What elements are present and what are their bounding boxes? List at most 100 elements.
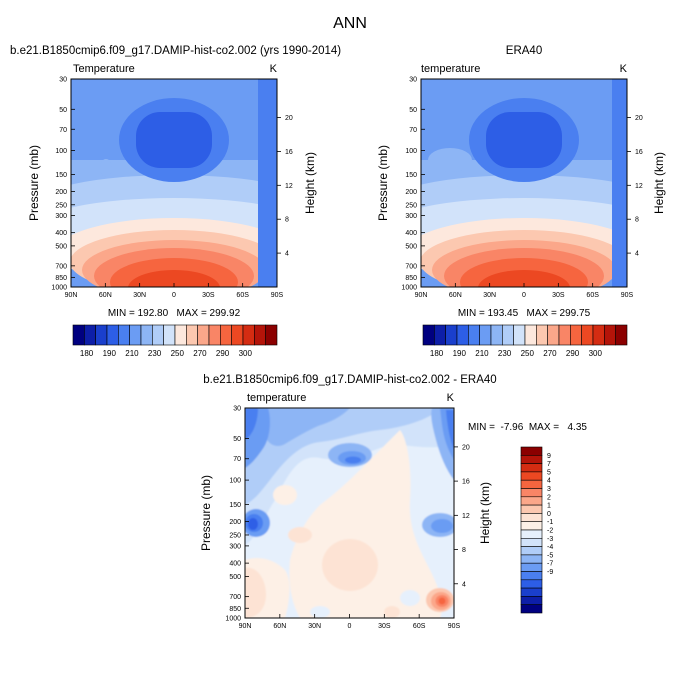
- y2-tick-label: 20: [462, 444, 470, 451]
- colorbar-box: [220, 324, 232, 346]
- y2-tick-label: 8: [462, 547, 466, 554]
- colorbar-box: [468, 324, 480, 346]
- contour-fill-band: [446, 410, 454, 450]
- y-tick-label: 700: [55, 263, 67, 270]
- colorbar-box: [520, 554, 543, 564]
- colorbar-box: [186, 324, 198, 346]
- y2-tick-label: 12: [635, 183, 643, 190]
- y2-tick-label: 12: [285, 183, 293, 190]
- colorbar-box: [536, 324, 548, 346]
- y-tick-label: 100: [55, 148, 67, 155]
- y-tick-label: 150: [229, 502, 241, 509]
- colorbar: 180 190 210 230 250 270 290 300: [422, 324, 628, 358]
- colorbar-box: [558, 324, 571, 346]
- colorbar-box: [520, 471, 543, 481]
- colorbar-box: [520, 562, 543, 572]
- colorbar-box: [520, 596, 543, 606]
- contour-field: [245, 408, 454, 618]
- contour-fill-band: [400, 590, 420, 606]
- y-tick-label: 300: [229, 543, 241, 550]
- colorbar-label: 290: [566, 349, 580, 358]
- panel-model: b.e21.B1850cmip6.f09_g17.DAMIP-hist-co2.…: [10, 45, 341, 358]
- colorbar-box: [502, 324, 514, 346]
- colorbar-label: 300: [239, 349, 253, 358]
- colorbar-box: [152, 324, 164, 346]
- y-tick-label: 50: [59, 107, 67, 114]
- x-tick-label: 0: [172, 292, 176, 299]
- colorbar-box: [520, 446, 543, 456]
- colorbar-box: [520, 488, 543, 498]
- colorbar: 975 432 10-1 -2-3-4-5 -7-9: [520, 446, 553, 614]
- x-tick-label: 60S: [413, 623, 426, 630]
- colorbar-box: [479, 324, 492, 346]
- y2-tick-label: 16: [462, 479, 470, 486]
- colorbar-box: [615, 324, 628, 346]
- y2-tick-label: 20: [285, 115, 293, 122]
- y-tick-label: 50: [233, 436, 241, 443]
- panel-difference: b.e21.B1850cmip6.f09_g17.DAMIP-hist-co2.…: [199, 374, 587, 630]
- colorbar-label: 250: [171, 349, 185, 358]
- y-tick-label: 1000: [51, 285, 67, 292]
- y-axis-label: Pressure (mb): [376, 145, 390, 221]
- colorbar-box: [520, 587, 543, 597]
- colorbar-label: 190: [453, 349, 467, 358]
- y-tick-label: 150: [55, 172, 67, 179]
- colorbar-label: 0: [547, 511, 551, 518]
- contour-fill-band: [128, 270, 220, 287]
- y-tick-label: 300: [405, 213, 417, 220]
- y-tick-label: 500: [405, 243, 417, 250]
- y2-axis-label: Height (km): [652, 152, 666, 214]
- x-tick-label: 90S: [621, 292, 634, 299]
- colorbar-label: 5: [547, 469, 551, 476]
- colorbar-box: [445, 324, 458, 346]
- colorbar-box: [163, 324, 176, 346]
- y-tick-label: 250: [405, 202, 417, 209]
- y-tick-label: 400: [405, 230, 417, 237]
- contour-fill-band: [431, 519, 453, 533]
- variable-label: Temperature: [73, 63, 135, 75]
- colorbar-box: [520, 513, 543, 523]
- y2-tick-label: 4: [285, 251, 289, 258]
- y2-tick-label: 16: [285, 149, 293, 156]
- x-tick-label: 60N: [273, 623, 286, 630]
- y-tick-label: 850: [55, 275, 67, 282]
- colorbar-box: [547, 324, 560, 346]
- contour-field: [71, 79, 277, 287]
- y-tick-label: 250: [55, 202, 67, 209]
- x-tick-label: 90S: [271, 292, 284, 299]
- y2-tick-label: 8: [635, 217, 639, 224]
- variable-label: temperature: [421, 63, 480, 75]
- colorbar-label: 2: [547, 494, 551, 501]
- y-tick-label: 700: [405, 263, 417, 270]
- units-label: K: [447, 392, 455, 404]
- y-tick-label: 500: [55, 243, 67, 250]
- colorbar-label: -4: [547, 544, 553, 551]
- y-tick-label: 30: [233, 406, 241, 413]
- colorbar: 180 190 210 230 250 270 290 300: [72, 324, 278, 358]
- x-tick-label: 90N: [415, 292, 428, 299]
- contour-field: [421, 79, 627, 287]
- colorbar-label: 180: [80, 349, 94, 358]
- colorbar-label: -5: [547, 552, 553, 559]
- colorbar-box: [520, 463, 543, 473]
- contour-fill-band: [100, 159, 112, 177]
- colorbar-box: [95, 324, 108, 346]
- y-tick-label: 400: [229, 561, 241, 568]
- x-tick-label: 90N: [239, 623, 252, 630]
- colorbar-box: [490, 324, 503, 346]
- y2-tick-label: 16: [635, 149, 643, 156]
- panel-title: b.e21.B1850cmip6.f09_g17.DAMIP-hist-co2.…: [10, 45, 341, 57]
- contour-fill-band: [273, 485, 297, 505]
- colorbar-label: 290: [216, 349, 230, 358]
- colorbar-label: 180: [430, 349, 444, 358]
- contour-fill-band: [486, 112, 562, 168]
- x-tick-label: 30N: [308, 623, 321, 630]
- contour-fill-band: [612, 79, 627, 287]
- figure-title: ANN: [333, 15, 367, 32]
- colorbar-box: [118, 324, 130, 346]
- colorbar-box: [106, 324, 119, 346]
- y-tick-label: 100: [229, 478, 241, 485]
- colorbar-label: 9: [547, 453, 551, 460]
- y2-tick-label: 12: [462, 513, 470, 520]
- colorbar-box: [520, 604, 543, 614]
